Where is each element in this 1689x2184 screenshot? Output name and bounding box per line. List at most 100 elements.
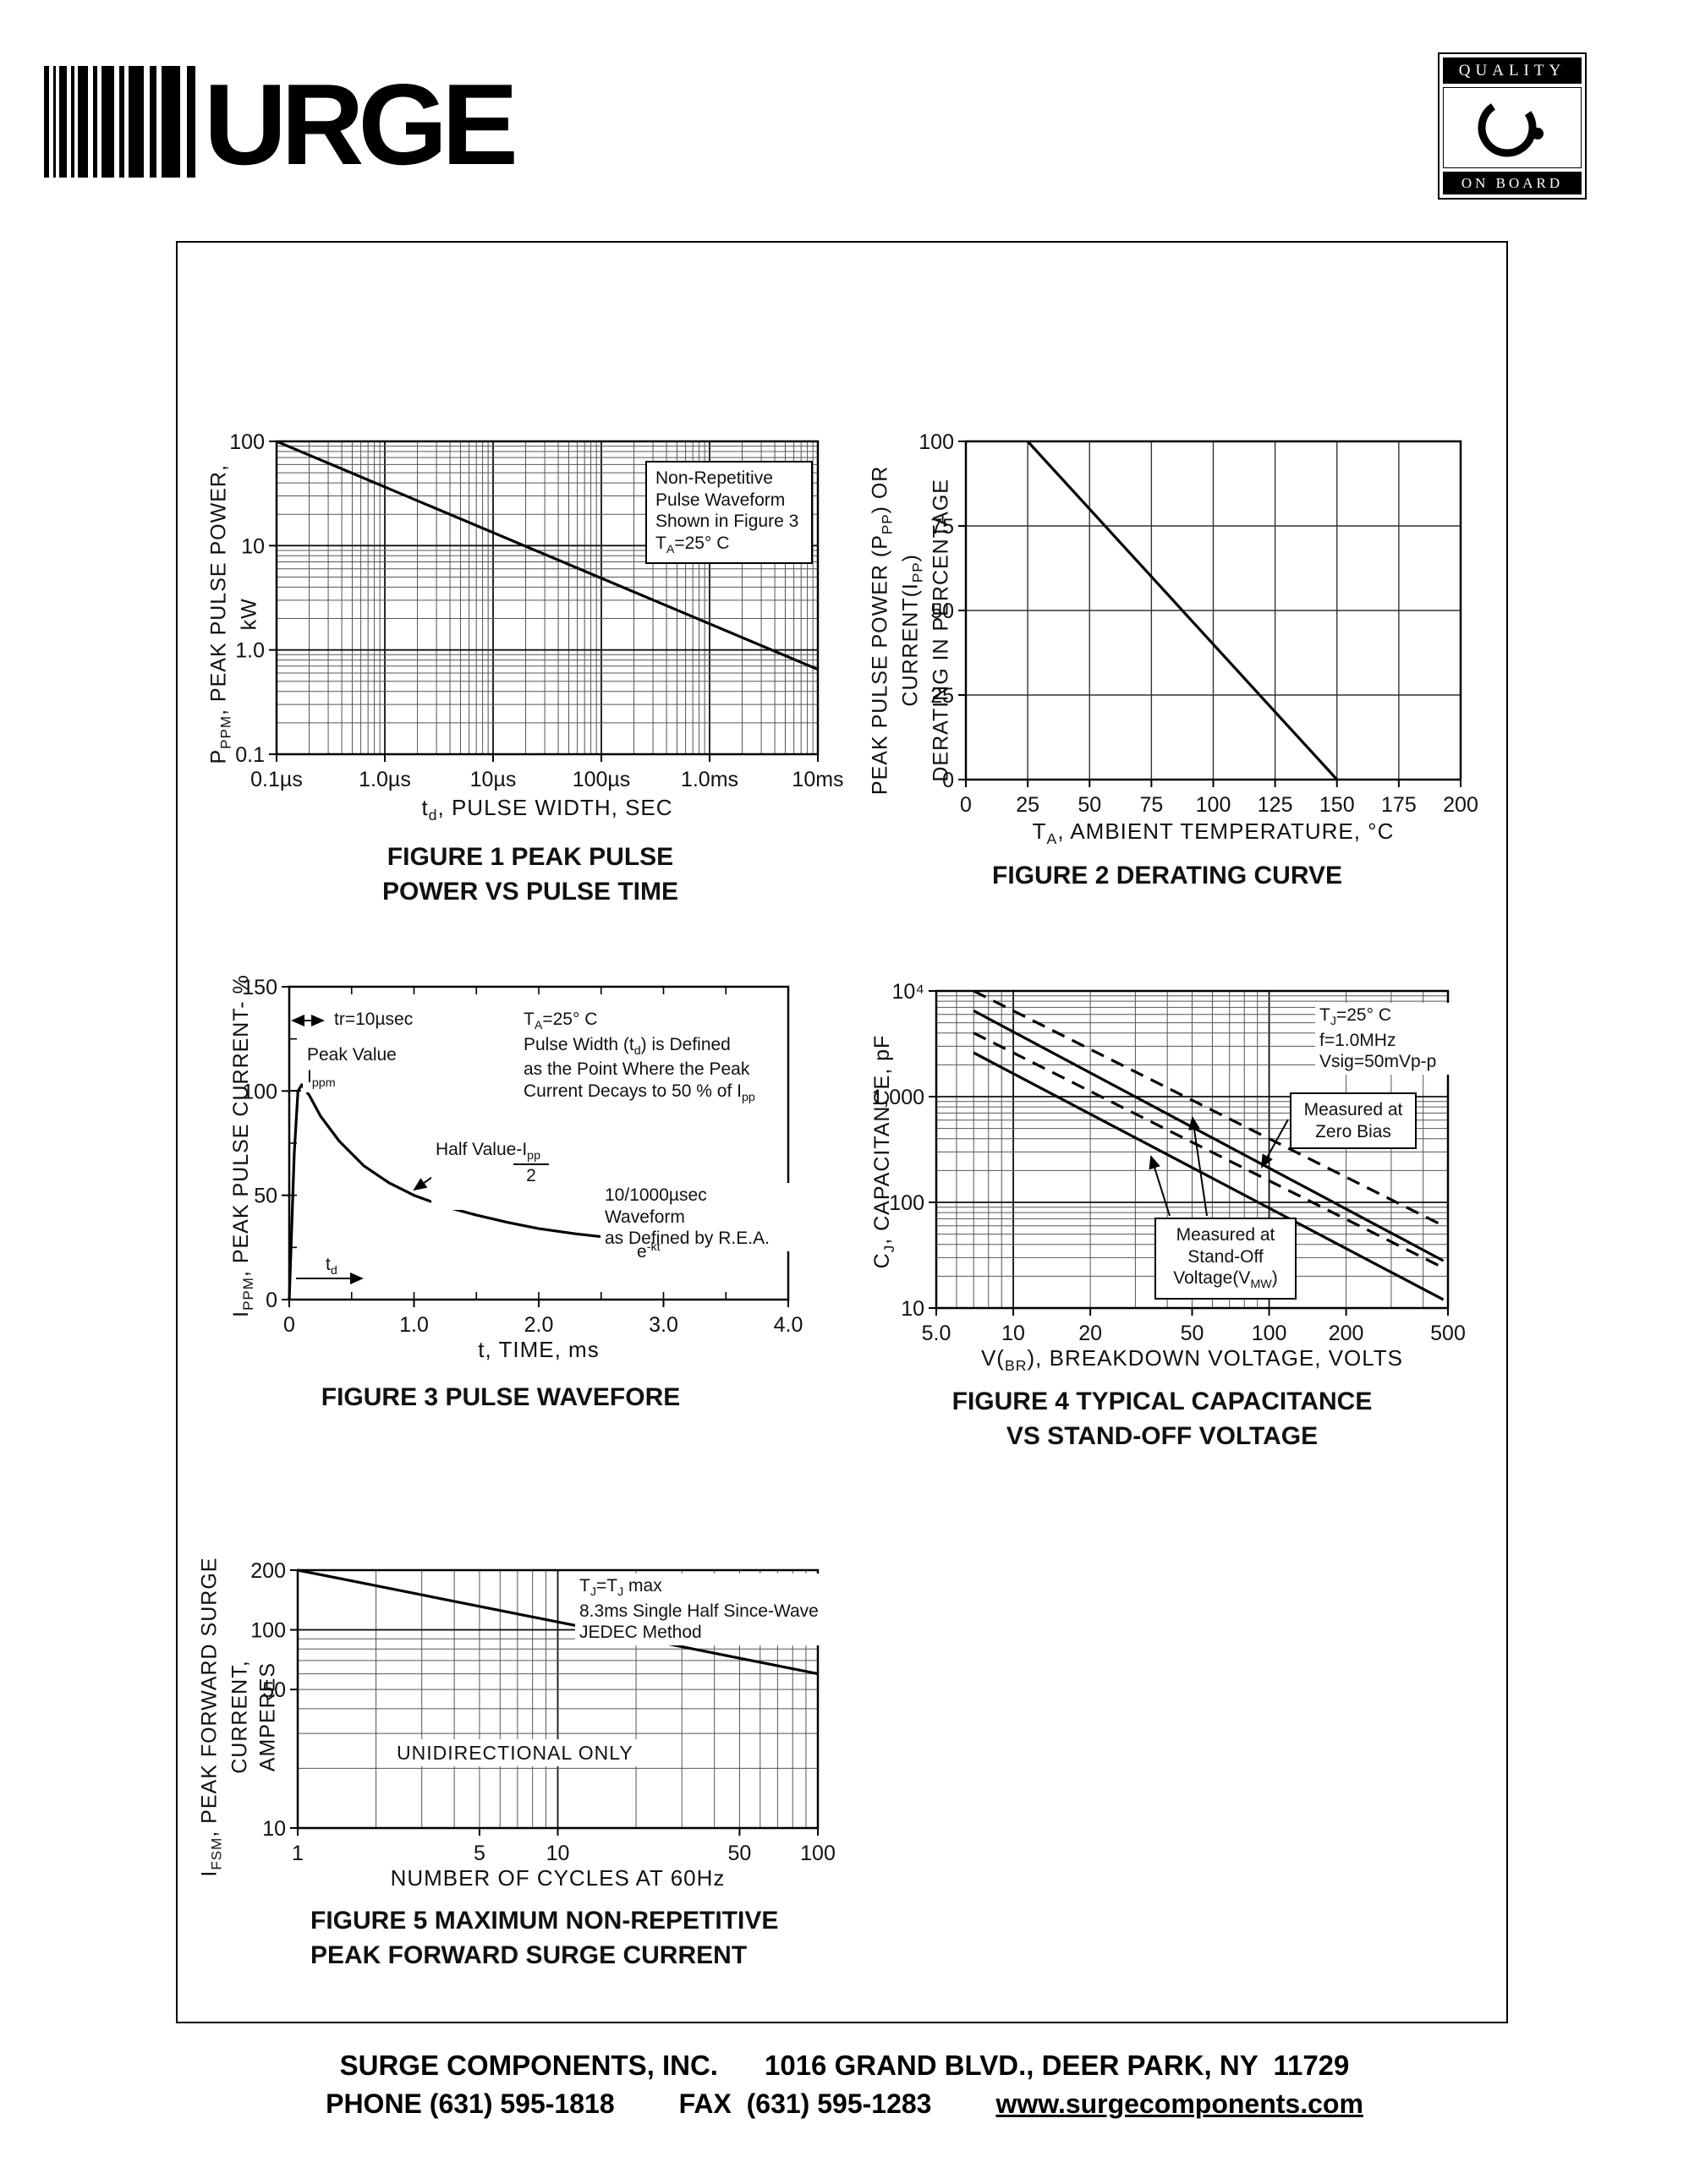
figure-3-y-axis-label: IPPM, PEAK PULSE CURRENT- % xyxy=(228,974,256,1317)
svg-text:75: 75 xyxy=(930,515,954,539)
svg-text:100: 100 xyxy=(919,430,954,454)
svg-text:50: 50 xyxy=(930,599,954,623)
svg-text:100: 100 xyxy=(800,1842,836,1865)
figure-5-annotation-unidirectional: UNIDIRECTIONAL ONLY xyxy=(392,1739,638,1767)
svg-text:10: 10 xyxy=(546,1842,570,1865)
svg-text:1,000: 1,000 xyxy=(871,1086,924,1109)
figure-5: 1 5 10 50 100 10 50 100 200 TJ=TJ max 8.3ms Sing… xyxy=(197,1553,839,1993)
figure-5-x-axis-label: NUMBER OF CYCLES AT 60Hz xyxy=(390,1865,726,1891)
figure-3-caption: FIGURE 3 PULSE WAVEFORE xyxy=(321,1383,681,1411)
svg-text:0: 0 xyxy=(266,1289,277,1312)
svg-text:5: 5 xyxy=(474,1842,485,1865)
figure-4-y-axis-label: CJ, CAPACITANCE, pF xyxy=(869,1034,897,1269)
svg-text:200: 200 xyxy=(250,1559,286,1583)
svg-text:100: 100 xyxy=(242,1080,277,1103)
figure-5-y-axis-label: IFSM, PEAK FORWARD SURGE CURRENT, AMPERE… xyxy=(197,1557,280,1877)
figure-2-y-axis-label: PEAK PULSE POWER (PPP) OR CURRENT(IPP) D… xyxy=(868,465,953,796)
svg-text:20: 20 xyxy=(1078,1322,1102,1345)
svg-text:25: 25 xyxy=(930,684,954,708)
svg-text:2.0: 2.0 xyxy=(524,1313,554,1337)
footer-fax: FAX (631) 595-1283 xyxy=(678,2088,932,2119)
badge-q-mark xyxy=(1443,87,1582,168)
figure-2-caption: FIGURE 2 DERATING CURVE xyxy=(992,862,1342,889)
figure-3: 0 1.0 2.0 3.0 4.0 0 50 100 150 tr=10µsec Peak Va… xyxy=(222,970,814,1452)
figure-3-chart: 0 1.0 2.0 3.0 4.0 0 50 100 150 xyxy=(242,976,803,1337)
svg-text:100: 100 xyxy=(889,1191,924,1215)
content-frame: 0.1µs 1.0µs 10µs 100µs 1.0ms 10ms 100 10 1.0 0.1 … xyxy=(176,241,1508,2023)
svg-text:100: 100 xyxy=(229,430,265,454)
svg-text:10µs: 10µs xyxy=(470,768,517,791)
figure-2-chart: 0 25 50 75 100 125 150 175 200 0 25 50 75 100 xyxy=(919,430,1478,817)
svg-text:0: 0 xyxy=(942,769,954,792)
svg-text:10: 10 xyxy=(262,1817,286,1841)
figure-5-caption: FIGURE 5 MAXIMUM NON-REPETITIVE PEAK FOR… xyxy=(310,1907,779,1969)
figure-1-caption: FIGURE 1 PEAK PULSE POWER VS PULSE TIME xyxy=(381,843,679,906)
svg-text:150: 150 xyxy=(242,976,277,999)
figure-4-caption: FIGURE 4 TYPICAL CAPACITANCE VS STAND-OF… xyxy=(951,1388,1373,1450)
svg-text:50: 50 xyxy=(262,1678,286,1702)
figure-4: 5.0 10 20 50 100 200 500 10 100 1,000 10⁴ TJ=25° C… xyxy=(869,974,1469,1464)
figure-4-annotation-standoff: Measured at Stand-Off Voltage(VMW) xyxy=(1154,1218,1297,1300)
svg-text:1.0ms: 1.0ms xyxy=(681,768,738,791)
logo-barcode-icon xyxy=(44,66,195,178)
figure-1-y-axis-label: PPPM, PEAK PULSE POWER, kW xyxy=(206,464,261,764)
figure-3-annotation-pulse-width-definition: TA=25° C Pulse Width (td) is Defined as … xyxy=(519,1007,765,1108)
figure-5-chart: 1 5 10 50 100 10 50 100 200 xyxy=(250,1559,836,1865)
svg-text:10: 10 xyxy=(1001,1322,1025,1345)
quality-on-board-badge: QUALITY ON BOARD xyxy=(1438,52,1587,200)
svg-text:50: 50 xyxy=(728,1842,752,1865)
figure-5-annotation-test-conditions: TJ=TJ max 8.3ms Single Half Since-Wave J… xyxy=(575,1574,829,1645)
svg-text:0: 0 xyxy=(960,793,972,817)
footer-street-address: 1016 GRAND BLVD., DEER PARK, NY 11729 xyxy=(764,2050,1350,2081)
half-value-denominator: 2 xyxy=(513,1163,549,1187)
footer-company: SURGE COMPONENTS, INC. xyxy=(339,2050,718,2081)
svg-text:200: 200 xyxy=(1329,1322,1364,1345)
badge-quality-label: QUALITY xyxy=(1443,57,1582,84)
figure-1-chart: 0.1µs 1.0µs 10µs 100µs 1.0ms 10ms 100 10 1.0 0.1 xyxy=(229,430,843,791)
svg-text:10ms: 10ms xyxy=(792,768,843,791)
figure-1: 0.1µs 1.0µs 10µs 100µs 1.0ms 10ms 100 10 1.0 0.1 … xyxy=(206,424,852,906)
svg-text:100: 100 xyxy=(1252,1322,1287,1345)
figure-4-annotation-test-conditions: TJ=25° C f=1.0MHz Vsig=50mVp-p xyxy=(1315,1003,1450,1075)
svg-text:0.1: 0.1 xyxy=(235,743,265,767)
figure-2: 0 25 50 75 100 125 150 175 200 0 25 50 75 100 TA, AMB… xyxy=(869,424,1490,915)
svg-text:10: 10 xyxy=(241,534,265,558)
svg-text:1.0µs: 1.0µs xyxy=(359,768,411,791)
svg-text:50: 50 xyxy=(1181,1322,1204,1345)
svg-text:4.0: 4.0 xyxy=(774,1313,803,1337)
svg-text:125: 125 xyxy=(1258,793,1293,817)
figure-3-annotation-exponential: e-kt xyxy=(637,1240,661,1262)
footer-website: www.surgecomponents.com xyxy=(995,2088,1363,2119)
figure-4-x-axis-label: V(BR), BREAKDOWN VOLTAGE, VOLTS xyxy=(980,1345,1404,1375)
svg-text:25: 25 xyxy=(1016,793,1039,817)
figure-3-annotation-peak-value: Peak Value Ippm xyxy=(303,1043,401,1093)
svg-text:3.0: 3.0 xyxy=(649,1313,678,1337)
svg-text:10⁴: 10⁴ xyxy=(891,980,924,1004)
svg-text:10: 10 xyxy=(901,1297,924,1321)
svg-text:175: 175 xyxy=(1381,793,1417,817)
figure-1-x-axis-label: td, PULSE WIDTH, SEC xyxy=(421,795,673,824)
q-swoosh-icon xyxy=(1478,98,1544,157)
svg-text:0: 0 xyxy=(283,1313,295,1337)
footer-contact-line: PHONE (631) 595-1818 FAX (631) 595-1283 ww… xyxy=(0,2088,1689,2120)
badge-on-board-label: ON BOARD xyxy=(1443,172,1582,194)
footer-address-line: SURGE COMPONENTS, INC. 1016 GRAND BLVD., … xyxy=(0,2050,1689,2082)
half-value-text: Half Value-Ipp xyxy=(436,1139,541,1163)
figure-3-annotation-rise-time: tr=10µsec xyxy=(334,1010,414,1029)
svg-text:150: 150 xyxy=(1319,793,1355,817)
svg-text:100µs: 100µs xyxy=(573,768,631,791)
svg-text:100: 100 xyxy=(1196,793,1231,817)
svg-text:1: 1 xyxy=(292,1842,304,1865)
figure-3-annotation-rea-waveform: 10/1000µsec Waveform as Defined by R.E.A… xyxy=(600,1183,795,1251)
logo-text: URGE xyxy=(204,59,518,189)
svg-text:500: 500 xyxy=(1430,1322,1466,1345)
svg-text:50: 50 xyxy=(1078,793,1101,817)
svg-text:5.0: 5.0 xyxy=(922,1322,951,1345)
svg-text:100: 100 xyxy=(250,1619,286,1643)
svg-text:1.0: 1.0 xyxy=(399,1313,429,1337)
svg-text:200: 200 xyxy=(1443,793,1478,817)
surge-logo: URGE xyxy=(44,59,518,189)
svg-text:0.1µs: 0.1µs xyxy=(250,768,303,791)
figure-3-annotation-half-value: Half Value-Ipp 2 xyxy=(431,1115,553,1211)
figure-4-annotation-zero-bias: Measured at Zero Bias xyxy=(1290,1092,1417,1150)
